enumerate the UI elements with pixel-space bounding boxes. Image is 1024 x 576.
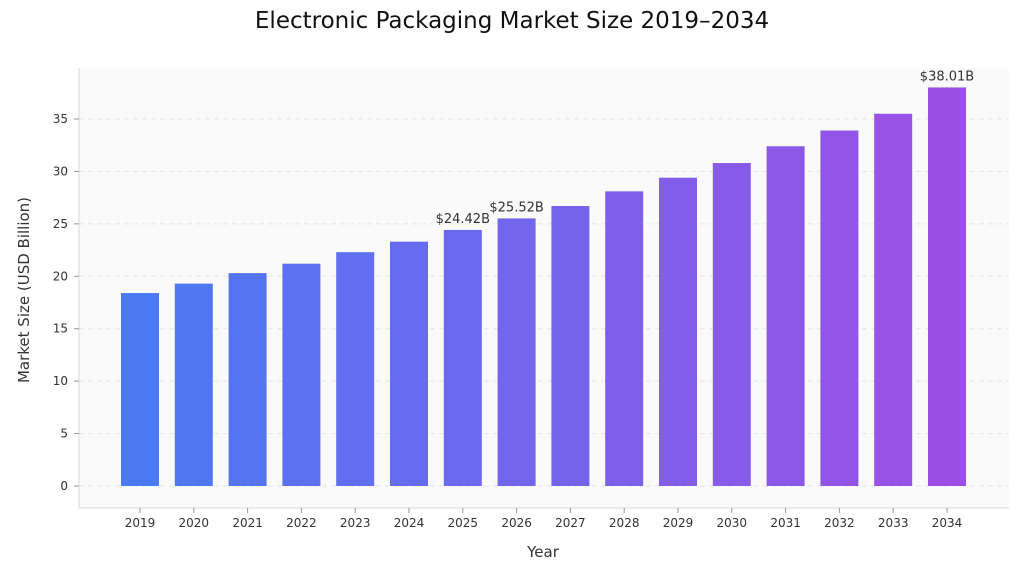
bar-2034 [928,87,966,487]
y-tick-label: 25 [53,217,68,231]
data-label-2026: $25.52B [489,200,543,215]
bar-2020 [174,283,213,486]
bar-2032 [820,130,859,486]
x-tick-label: 2020 [179,516,210,530]
bar-2028 [605,191,644,486]
y-tick-label: 5 [60,427,68,441]
data-label-2025: $24.42B [436,212,490,227]
x-tick-labels: 2019 2020 2021 2022 2023 2024 2025 2026 2027 2028… [125,508,963,530]
data-label-2034: $38.01B [920,69,974,84]
bar-2021 [228,273,267,486]
x-tick-label: 2034 [932,516,963,530]
data-labels: $24.42B$25.52B $38.01B [436,69,975,227]
bar-2023 [336,252,375,486]
bar-2030 [712,163,751,487]
chart-title: Electronic Packaging Market Size 2019–20… [254,8,770,34]
bar-2033 [874,113,913,486]
bar-2031 [766,146,805,486]
y-axis-title: Market Size (USD Billion) [15,197,33,383]
y-tick-label: 0 [60,479,68,493]
y-tick-label: 10 [53,374,68,388]
x-tick-label: 2022 [286,516,317,530]
bar-2019 [121,293,159,486]
y-tick-label: 15 [53,322,68,336]
bar-2022 [282,263,321,486]
bar-2029 [659,177,697,486]
bar-2025 [443,229,482,487]
y-tick-label: 35 [53,112,68,126]
plot-area [79,68,1009,508]
x-tick-label: 2030 [717,516,748,530]
x-tick-label: 2024 [394,516,425,530]
x-tick-label: 2033 [878,516,909,530]
bar-2026 [497,218,536,486]
bar-2027 [551,206,590,486]
x-tick-label: 2032 [824,516,855,530]
x-tick-label: 2021 [232,516,263,530]
x-tick-label: 2031 [770,516,801,530]
y-tick-label: 20 [53,269,68,283]
bar-2024 [390,241,428,486]
y-tick-labels: 0 5 10 15 20 25 30 35 [53,112,79,493]
x-tick-label: 2026 [501,516,532,530]
x-tick-label: 2027 [555,516,586,530]
x-tick-label: 2028 [609,516,640,530]
x-tick-label: 2023 [340,516,371,530]
x-tick-label: 2025 [448,516,479,530]
x-tick-label: 2019 [125,516,156,530]
x-axis-title: Year [526,543,560,561]
x-tick-label: 2029 [663,516,694,530]
bars [121,87,966,487]
y-tick-label: 30 [53,164,68,178]
